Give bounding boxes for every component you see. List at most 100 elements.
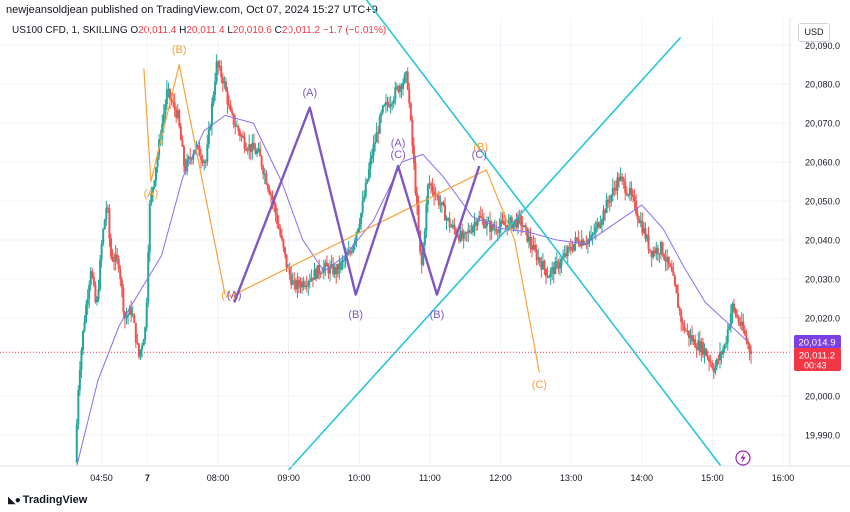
candle-body <box>335 267 338 275</box>
candle-body <box>350 251 353 253</box>
candle-body <box>484 226 487 228</box>
candle-body <box>475 221 478 226</box>
candle-body <box>524 225 527 228</box>
candle-body <box>531 245 534 250</box>
candle-body <box>479 215 482 218</box>
candle-body <box>290 274 293 285</box>
candle-body <box>461 230 464 239</box>
candle-body <box>621 176 624 179</box>
candle-body <box>91 271 94 277</box>
candle-body <box>130 307 133 316</box>
candle-body <box>343 260 346 262</box>
candle-body <box>327 266 330 274</box>
candle-body <box>276 214 279 225</box>
candle-body <box>162 114 165 124</box>
chart-grid <box>0 18 790 466</box>
currency-button[interactable]: USD <box>798 23 830 42</box>
candle-body <box>369 158 372 170</box>
orange-wave-2 <box>234 169 540 373</box>
candle-body <box>672 271 675 277</box>
low-value: 20,010.6 <box>232 25 272 36</box>
candle-body <box>433 191 436 197</box>
candle-body <box>406 71 409 90</box>
candle-body <box>116 254 119 259</box>
x-tick-label: 13:00 <box>560 473 583 483</box>
candle-body <box>297 279 300 286</box>
candle-body <box>742 321 745 331</box>
candle-body <box>616 177 619 191</box>
candle-body <box>708 357 711 362</box>
candle-body <box>630 187 633 195</box>
time-axis: 04:50 7 08:00 09:00 10:00 11:00 12:00 13:00 14:0… <box>90 473 794 483</box>
candle-body <box>398 85 401 92</box>
candle-body <box>725 342 728 345</box>
candle-body <box>642 228 645 233</box>
candle-body <box>442 202 445 206</box>
candle-body <box>380 112 383 117</box>
candle-body <box>649 249 652 252</box>
moving-average-line <box>76 114 749 467</box>
candle-body <box>591 234 594 236</box>
candle-body <box>403 74 406 83</box>
candle-body <box>492 224 495 229</box>
candle-body <box>537 257 540 261</box>
candle-body <box>238 130 241 136</box>
candle-body <box>732 303 735 309</box>
candle-body <box>89 271 92 285</box>
candle-body <box>266 184 269 189</box>
candle-body <box>164 104 167 115</box>
candle-body <box>453 224 456 230</box>
y-tick-label: 20,050.0 <box>805 197 840 207</box>
lightning-icon[interactable] <box>735 450 751 466</box>
candle-body <box>593 232 596 235</box>
candle-body <box>625 192 628 195</box>
candle-body <box>83 322 86 332</box>
candle-body <box>285 254 288 268</box>
candle-body <box>218 66 221 68</box>
tradingview-logo[interactable]: ◣● TradingView <box>8 494 87 506</box>
candle-body <box>605 199 608 214</box>
candle-body <box>363 196 366 201</box>
symbol-name[interactable]: US100 CFD, 1, SKILLING <box>12 25 128 36</box>
close-value: 20,011.2 <box>281 25 321 36</box>
candle-body <box>470 231 473 233</box>
candle-body <box>204 161 207 163</box>
candle-body <box>669 264 672 267</box>
x-tick-label: 10:00 <box>348 473 371 483</box>
candle-body <box>691 335 694 342</box>
candle-body <box>349 250 352 253</box>
candle-body <box>378 116 381 134</box>
candle-body <box>86 298 89 306</box>
candle-body <box>231 110 234 114</box>
candle-body <box>515 219 518 228</box>
candle-body <box>618 177 621 181</box>
candle-body <box>426 184 429 205</box>
candle-body <box>717 359 720 361</box>
candle-body <box>85 305 88 323</box>
candle-body <box>520 215 523 226</box>
candle-body <box>613 188 616 190</box>
x-tick-label: 12:00 <box>489 473 512 483</box>
candle-body <box>709 361 712 363</box>
candle-body <box>156 155 159 168</box>
candle-body <box>538 257 541 263</box>
candle-body <box>175 109 178 118</box>
candle-body <box>150 193 153 204</box>
x-tick-label: 11:00 <box>419 473 441 483</box>
candle-body <box>262 166 265 175</box>
candle-body <box>310 277 313 281</box>
candle-body <box>319 273 322 275</box>
candle-body <box>389 104 392 107</box>
candle-body <box>512 222 515 229</box>
candle-body <box>650 251 653 258</box>
candle-body <box>481 217 484 219</box>
candle-body <box>283 247 286 255</box>
candle-body <box>664 259 667 262</box>
candle-body <box>324 262 327 267</box>
candle-body <box>153 180 156 188</box>
candle-body <box>212 94 215 104</box>
candle-body <box>77 389 80 425</box>
purple-wave-label: (C) <box>472 149 487 161</box>
candle-body <box>128 307 131 315</box>
